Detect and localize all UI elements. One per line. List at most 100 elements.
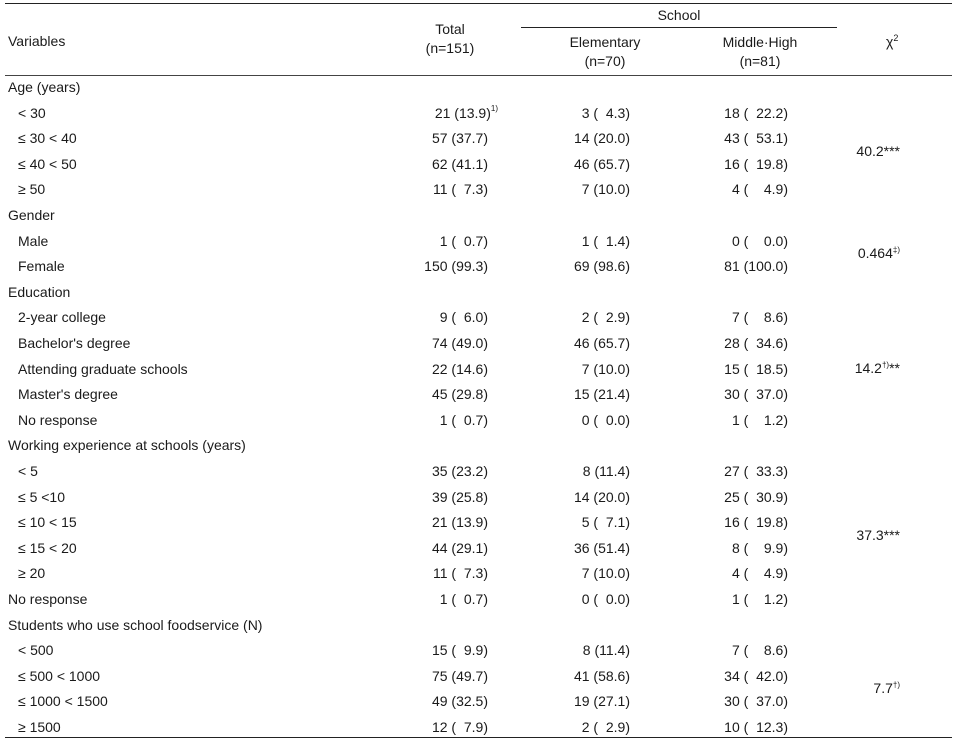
table-row: < 5 35 (23.2) 8 (11.4) 27 ( 33.3) [0,459,960,485]
row-label: No response [8,591,88,607]
header-total-label: Total [435,21,465,37]
row-label: ≤ 40 < 50 [18,155,77,172]
cell-middle-high: 28 ( 34.6) [724,335,788,351]
cell-elementary: 8 (11.4) [582,642,630,659]
cell-middle-high: 1 ( 1.2) [731,591,788,607]
cell-total: 57 (37.7) [431,130,488,147]
cell-middle-high: 16 ( 19.8) [724,514,788,531]
cell-elementary: 8 (11.4) [582,463,630,479]
cell-total: 11 ( 7.3) [433,565,488,582]
category-label: Students who use school foodservice (N) [8,616,263,633]
cell-middle-high: 25 ( 30.9) [724,488,788,505]
table-row: ≥ 20 11 ( 7.3) 7 (10.0) 4 ( 4.9) [0,561,960,587]
table-row: < 500 15 ( 9.9) 8 (11.4) 7 ( 8.6) [0,638,960,664]
row-label: Female [18,258,65,275]
cell-middle-high: 34 ( 42.0) [724,667,788,684]
table-row: ≤ 40 < 50 62 (41.1) 46 (65.7) 16 ( 19.8) [0,152,960,178]
table-row: Attending graduate schools 22 (14.6) 7 (10… [0,357,960,383]
cell-total: 1 ( 0.7) [439,411,488,428]
cell-elementary: 7 (10.0) [581,181,630,198]
table-row: ≥ 50 11 ( 7.3) 7 (10.0) 4 ( 4.9) [0,177,960,203]
cell-total: 44 (29.1) [431,539,488,556]
row-label: ≤ 30 < 40 [18,130,77,147]
header-elementary: Elementary (n=70) [555,33,655,71]
header-chi-sup: 2 [893,33,899,43]
cell-total: 1 ( 0.7) [439,232,488,249]
cell-elementary: 2 ( 2.9) [581,719,630,735]
row-label: No response [18,411,98,428]
category-row: Gender [0,203,960,229]
cell-elementary: 7 (10.0) [581,360,630,377]
table-row: ≤ 30 < 40 57 (37.7) 14 (20.0) 43 ( 53.1) [0,126,960,152]
row-label: ≤ 5 <10 [18,488,65,505]
header-middle-high-label: Middle·High [722,34,798,50]
category-row: Working experience at schools (years) [0,433,960,459]
chi-square-value: 14.2†)** [854,360,900,377]
row-label: < 500 [18,642,54,659]
cell-middle-high: 0 ( 0.0) [731,232,788,249]
table-row: Male 1 ( 0.7) 1 ( 1.4) 0 ( 0.0) [0,229,960,255]
table-row: ≤ 15 < 20 44 (29.1) 36 (51.4) 8 ( 9.9) [0,536,960,562]
row-label: 2-year college [18,309,106,326]
row-label: ≥ 1500 [18,719,61,735]
cell-middle-high: 8 ( 9.9) [731,539,788,556]
cell-total: 39 (25.8) [431,488,488,505]
cell-middle-high: 27 ( 33.3) [724,463,788,479]
row-label: ≤ 500 < 1000 [18,667,101,684]
category-label: Working experience at schools (years) [8,437,246,454]
category-label: Gender [8,207,55,223]
cell-elementary: 69 (98.6) [573,258,630,275]
table-row: 2-year college 9 ( 6.0) 2 ( 2.9) 7 ( 8.6) [0,305,960,331]
header-school-label: School [657,7,701,23]
cell-middle-high: 43 ( 53.1) [724,130,788,147]
table-row: ≤ 500 < 1000 75 (49.7) 41 (58.6) 34 ( 42.0) [0,664,960,690]
cell-elementary: 46 (65.7) [573,155,630,172]
header-chi-square: χ2 [886,33,898,50]
table-row: Master's degree 45 (29.8) 15 (21.4) 30 ( 37… [0,382,960,408]
row-label: Male [18,232,49,249]
table-row: < 30 21 (13.9)1) 3 ( 4.3) 18 ( 22.2) [0,101,960,127]
cell-elementary: 2 ( 2.9) [581,309,630,326]
cell-elementary: 5 ( 7.1) [581,514,630,531]
header-chi-symbol: χ [886,33,894,50]
row-label: Attending graduate schools [18,360,188,377]
header-school: School [521,6,837,25]
cell-middle-high: 4 ( 4.9) [731,565,788,582]
cell-middle-high: 4 ( 4.9) [731,181,788,198]
category-label: Age (years) [8,79,81,95]
cell-total: 49 (32.5) [431,693,488,710]
school-span-rule [521,27,837,28]
table-bottom-rule [5,737,952,738]
cell-elementary: 3 ( 4.3) [581,104,630,121]
header-variables-label: Variables [8,33,66,49]
footnote-marker: 1) [490,103,498,113]
row-label: Master's degree [18,386,118,403]
cell-elementary: 14 (20.0) [573,130,630,147]
header-middle-high: Middle·High (n=81) [705,33,815,71]
cell-total: 74 (49.0) [431,335,488,351]
chi-square-value: 7.7†) [873,680,900,697]
header-middle-high-n: (n=81) [739,53,781,69]
cell-total: 22 (14.6) [431,360,488,377]
table-row: ≤ 1000 < 1500 49 (32.5) 19 (27.1) 30 ( 37.0… [0,689,960,715]
category-row: Age (years) [0,75,960,101]
category-row: Students who use school foodservice (N) [0,613,960,639]
row-label: < 30 [18,104,46,121]
row-label: Bachelor's degree [18,335,131,351]
chi-square-value: 40.2*** [856,142,900,159]
cell-middle-high: 18 ( 22.2) [724,104,788,121]
cell-middle-high: 1 ( 1.2) [731,411,788,428]
row-label: ≤ 15 < 20 [18,539,77,556]
cell-middle-high: 7 ( 8.6) [731,642,788,659]
chi-square-value: 37.3*** [856,526,900,543]
cell-total: 21 (13.9) [431,514,488,531]
header-variables: Variables [8,32,65,51]
cell-total: 12 ( 7.9) [431,719,488,735]
cell-elementary: 14 (20.0) [573,488,630,505]
header-total-n: (n=151) [425,40,475,56]
cell-total: 62 (41.1) [431,155,488,172]
category-row: Education [0,280,960,306]
cell-total: 150 (99.3) [424,258,488,275]
row-label: ≤ 1000 < 1500 [18,693,108,710]
table-row: ≤ 5 <10 39 (25.8) 14 (20.0) 25 ( 30.9) [0,485,960,511]
